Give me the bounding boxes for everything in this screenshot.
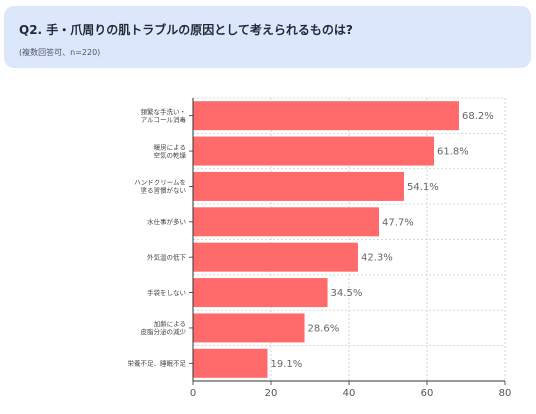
x-tick-label: 60 [421,388,434,399]
value-label: 34.5% [331,288,363,299]
category-label: ハンドクリームを塗る習慣がない [134,179,186,195]
bar [193,278,328,308]
value-label: 19.1% [270,359,302,370]
value-label: 68.2% [462,111,494,122]
x-tick-label: 0 [190,388,196,399]
value-label: 42.3% [361,253,393,264]
bar [193,171,404,201]
bar [193,207,380,237]
value-label: 54.1% [407,182,439,193]
category-label: 手袋をしない [147,288,186,297]
bar [193,101,459,131]
category-label: 栄養不足、睡眠不足 [128,359,187,368]
bar [193,242,358,272]
question-subtitle: (複数回答可、n=220) [19,48,101,57]
category-label: 頻繁な手洗い・アルコール消毒 [141,107,187,124]
value-label: 28.6% [308,323,340,334]
x-tick-label: 40 [343,388,356,399]
category-label: 加齢による皮脂分泌の減少 [141,319,187,336]
bar [193,348,268,378]
category-label: 暖房による空気の乾燥 [154,142,187,159]
question-header: Q2. 手・爪周りの肌トラブルの原因として考えられるものは? (複数回答可、n=… [4,6,531,68]
bar [193,313,305,343]
value-label: 61.8% [437,147,469,158]
x-tick-label: 20 [265,388,278,399]
category-label: 外気温の低下 [147,252,187,261]
value-label: 47.7% [382,217,414,228]
question-title: Q2. 手・爪周りの肌トラブルの原因として考えられるものは? [19,23,353,37]
bar [193,136,435,166]
x-tick-label: 80 [499,388,512,399]
category-label: 水仕事が多い [147,217,186,226]
